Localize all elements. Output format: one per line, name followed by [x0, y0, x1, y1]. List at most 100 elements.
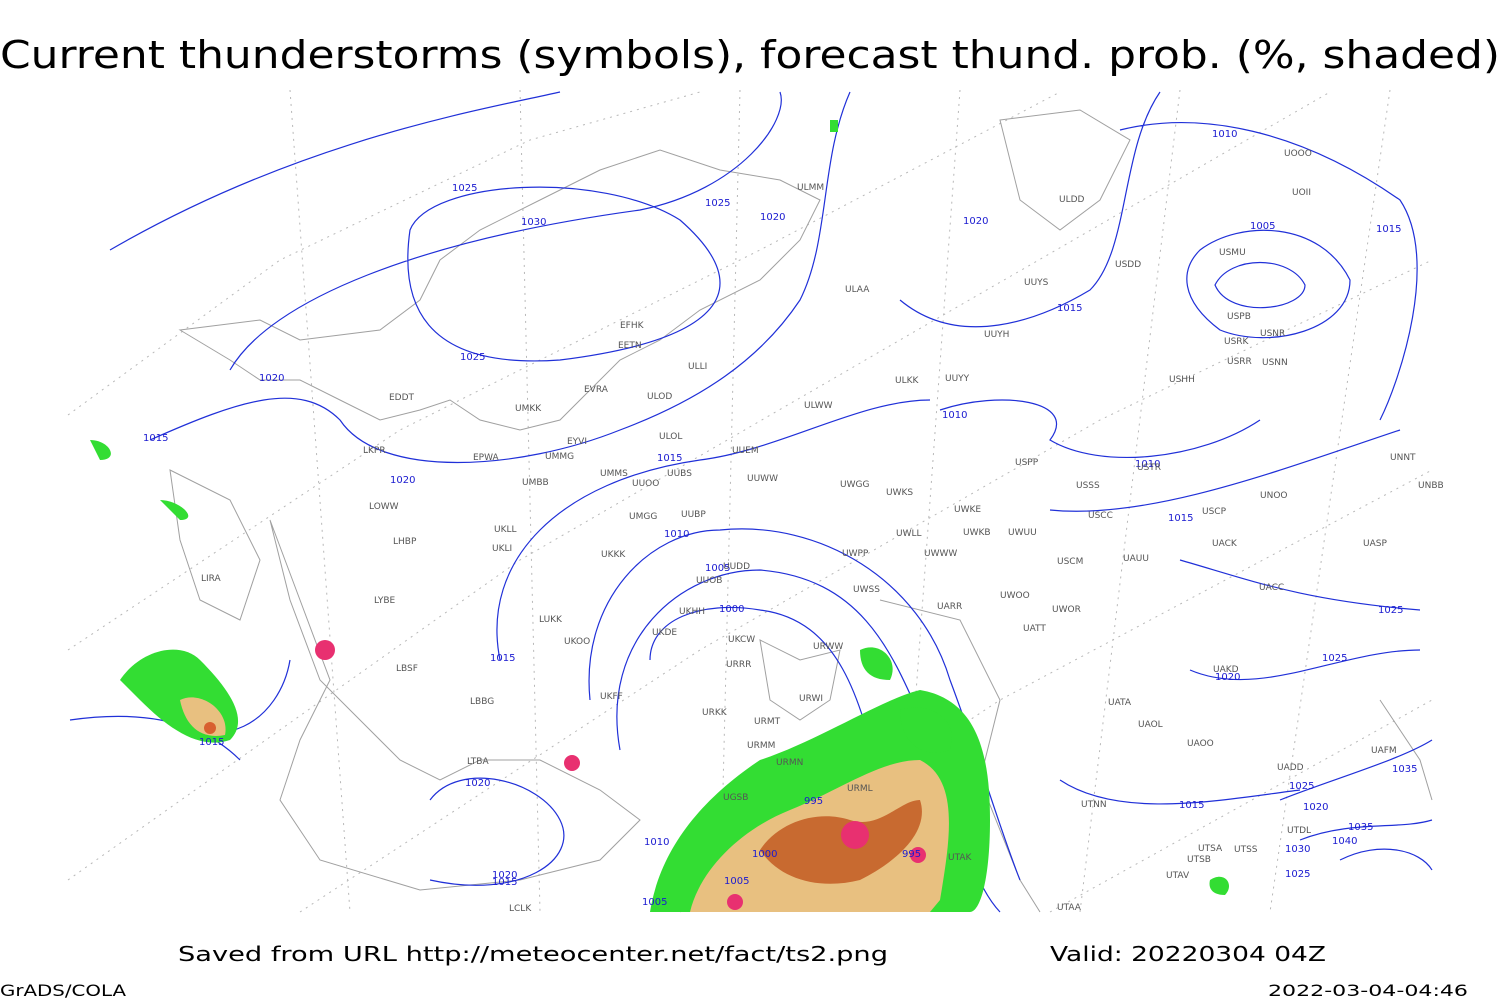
isobar-label: 1015: [1376, 224, 1401, 235]
isobar-label: 1015: [492, 877, 517, 888]
timestamp: 2022-03-04-04:46: [1268, 981, 1468, 1000]
station-label: UTSB: [1187, 855, 1211, 865]
station-label: LCLK: [509, 904, 532, 914]
station-label: USNN: [1262, 358, 1288, 368]
station-label: LIRA: [201, 574, 222, 584]
station-label: ULDD: [1059, 195, 1085, 205]
source-url: Saved from URL http://meteocenter.net/fa…: [178, 942, 888, 966]
isobar-label: 1025: [1285, 869, 1310, 880]
station-label: UACC: [1259, 583, 1284, 593]
station-label: UWKE: [954, 505, 981, 515]
station-label: UOOO: [1284, 149, 1312, 159]
station-label: UNNT: [1390, 453, 1416, 463]
station-label: LOWW: [369, 502, 399, 512]
isobar-label: 1015: [199, 737, 224, 748]
station-label: UGSB: [723, 793, 748, 803]
station-label: UWOR: [1052, 605, 1081, 615]
station-label: UUOB: [696, 576, 722, 586]
station-label: UOII: [1292, 188, 1311, 198]
station-label: UKLL: [494, 525, 517, 535]
station-label: UMGG: [629, 512, 657, 522]
isobar-label: 1025: [705, 198, 730, 209]
coastlines: [169, 109, 1433, 913]
station-label: LTBA: [467, 757, 489, 767]
isobar-label: 1005: [724, 876, 749, 887]
isobar-label: 1000: [719, 604, 744, 615]
isobar-label: 1015: [490, 653, 515, 664]
station-label: UUWW: [747, 474, 778, 484]
station-label: UARR: [937, 602, 962, 612]
isobar-label: 1015: [1057, 303, 1082, 314]
isobar-label: 1010: [1135, 459, 1160, 470]
station-label: UASP: [1363, 539, 1387, 549]
station-label: UAUU: [1123, 554, 1149, 564]
station-label: UUDD: [723, 562, 750, 572]
isobar-label: 1020: [1215, 672, 1240, 683]
isobar-label: 1005: [705, 563, 730, 574]
station-label: UWKS: [886, 488, 913, 498]
station-label: USCC: [1088, 511, 1113, 521]
station-label: UTSS: [1234, 845, 1258, 855]
station-label: URWI: [799, 694, 823, 704]
station-label: ULOL: [659, 432, 682, 442]
station-label: USCP: [1202, 507, 1227, 517]
station-label: UTAA: [1057, 903, 1082, 913]
station-label: USSS: [1076, 481, 1100, 491]
storm-symbol: [564, 755, 580, 771]
isobar-label: 1020: [760, 212, 785, 223]
station-label: USNR: [1260, 329, 1285, 339]
isobar-label: 1035: [1392, 764, 1417, 775]
prob-area: [204, 722, 216, 734]
station-label: UTSA: [1198, 844, 1223, 854]
station-label: USMU: [1219, 248, 1246, 258]
isobar-label: 1030: [1285, 844, 1310, 855]
isobar-label: 1030: [521, 217, 546, 228]
isobar-label: 1025: [452, 183, 477, 194]
station-label: USHH: [1169, 375, 1195, 385]
station-label: UWSS: [853, 585, 880, 595]
isobar-label: 1025: [1322, 653, 1347, 664]
station-label: UKDE: [652, 628, 677, 638]
station-label: LKPR: [363, 446, 386, 456]
station-label: UUYS: [1024, 278, 1049, 288]
station-label: UTAK: [948, 853, 973, 863]
station-label: URMT: [754, 717, 781, 727]
isobar-label: 1020: [963, 216, 988, 227]
station-label: URMM: [747, 741, 775, 751]
station-label: UAOL: [1138, 720, 1163, 730]
isobar-label: 1005: [642, 897, 667, 908]
isobar-label: 1015: [657, 453, 682, 464]
station-label: UATT: [1023, 624, 1046, 634]
station-label: UMBB: [522, 478, 549, 488]
station-label: UWUU: [1008, 528, 1037, 538]
station-label: EFHK: [620, 321, 645, 331]
station-label: UTNN: [1081, 800, 1107, 810]
station-label: UUYY: [945, 374, 970, 384]
station-label: UWKB: [963, 528, 991, 538]
station-label: UKFF: [600, 692, 623, 702]
station-label: UNBB: [1418, 481, 1444, 491]
station-label: USPB: [1227, 312, 1251, 322]
station-label: UACK: [1212, 539, 1238, 549]
station-label: UAKD: [1213, 665, 1239, 675]
station-label: USDD: [1115, 260, 1141, 270]
storm-symbol: [910, 847, 926, 863]
station-label: UKCW: [728, 635, 755, 645]
station-label: UWLL: [896, 529, 922, 539]
isobar-label: 1025: [1378, 605, 1403, 616]
station-label: URRR: [726, 660, 751, 670]
station-label: UWOO: [1000, 591, 1030, 601]
station-label: EETN: [618, 341, 642, 351]
probability-shading: [90, 120, 1230, 912]
station-label: UKHH: [679, 607, 705, 617]
station-label: UKLI: [492, 544, 512, 554]
station-label: EDDT: [389, 393, 415, 403]
station-label: LUKK: [539, 615, 563, 625]
station-label: ULKK: [895, 376, 920, 386]
isobar-label: 1025: [460, 352, 485, 363]
graticule: [67, 89, 1433, 913]
station-label: UUBS: [667, 469, 692, 479]
station-label: ULLI: [688, 362, 707, 372]
isobar-label: 1020: [259, 373, 284, 384]
